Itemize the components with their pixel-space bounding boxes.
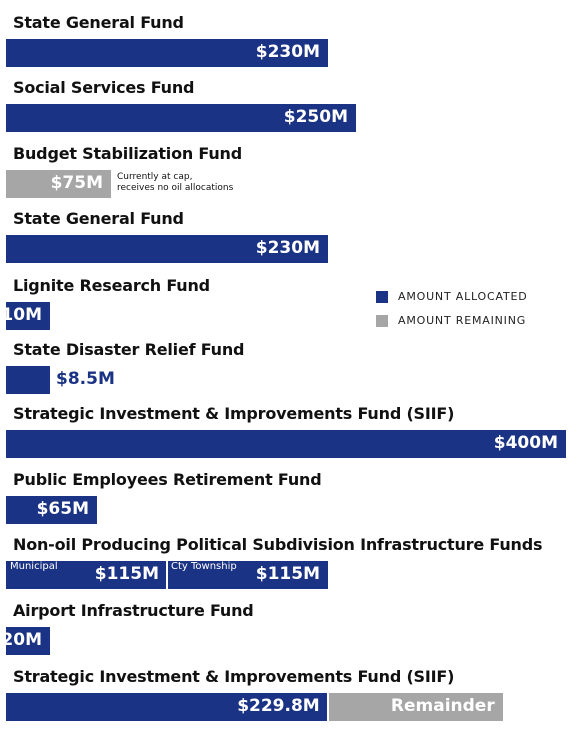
- bar-value-label: $75M: [50, 173, 103, 193]
- bar-allocated: $20M: [0, 627, 50, 655]
- fund-name: State General Fund: [13, 209, 184, 228]
- fund-name: Strategic Investment & Improvements Fund…: [13, 667, 455, 686]
- bar-value-label: $230M: [255, 238, 320, 258]
- legend-allocated-label: AMOUNT ALLOCATED: [398, 290, 528, 303]
- legend-remaining-swatch: [376, 315, 388, 327]
- segment-divider: [166, 561, 168, 589]
- fund-name: Strategic Investment & Improvements Fund…: [13, 404, 455, 423]
- bar-allocated: $229.8M: [6, 693, 328, 721]
- bar-allocated: $400M: [6, 430, 566, 458]
- bar-value-label: $250M: [283, 107, 348, 127]
- bar-value-label: $115M: [94, 564, 159, 584]
- bar-allocated: $250M: [6, 104, 356, 132]
- fund-name: State Disaster Relief Fund: [13, 340, 245, 359]
- bar-allocated: $8.5M: [6, 366, 115, 394]
- fund-name: Public Employees Retirement Fund: [13, 470, 322, 489]
- bar-allocated: $65M: [6, 496, 97, 524]
- bar-value-label: $230M: [255, 42, 320, 62]
- fund-name: State General Fund: [13, 13, 184, 32]
- bar-value-label: $20M: [0, 630, 42, 650]
- fund-name: Social Services Fund: [13, 78, 195, 97]
- fund-name: Non-oil Producing Political Subdivision …: [13, 535, 543, 554]
- bar-allocated: $230M: [6, 39, 328, 67]
- fund-note: Currently at cap, receives no oil allocat…: [117, 172, 233, 194]
- fund-name: Airport Infrastructure Fund: [13, 601, 254, 620]
- bar-value-label: $65M: [36, 499, 89, 519]
- bar-allocated: $230M: [6, 235, 328, 263]
- fund-name: Budget Stabilization Fund: [13, 144, 243, 163]
- legend-remaining-label: AMOUNT REMAINING: [398, 314, 527, 327]
- bar-remaining: $75M: [6, 170, 111, 198]
- bar-remaining: Remainder: [327, 693, 503, 721]
- fund-note-line: Currently at cap,: [117, 172, 193, 182]
- legend-allocated-swatch: [376, 291, 388, 303]
- segment-sublabel: Municipal: [10, 561, 58, 572]
- segment-sublabel: Cty Township: [171, 561, 237, 572]
- bar-value-label: $229.8M: [237, 696, 320, 716]
- bar-allocated: $115M Cty Township: [167, 561, 328, 589]
- bar-value-label: $115M: [255, 564, 320, 584]
- fund-note-line: receives no oil allocations: [117, 183, 234, 193]
- bar-value-label: $400M: [493, 433, 558, 453]
- segment-divider: [326, 693, 329, 721]
- bar-allocated: $10M: [0, 302, 50, 330]
- fund-name: Lignite Research Fund: [13, 276, 210, 295]
- bar-value-label: $8.5M: [56, 369, 115, 389]
- bar-allocated: $115M Municipal: [6, 561, 167, 589]
- bar-value-label: Remainder: [390, 696, 495, 716]
- bar-value-label: $10M: [0, 305, 42, 325]
